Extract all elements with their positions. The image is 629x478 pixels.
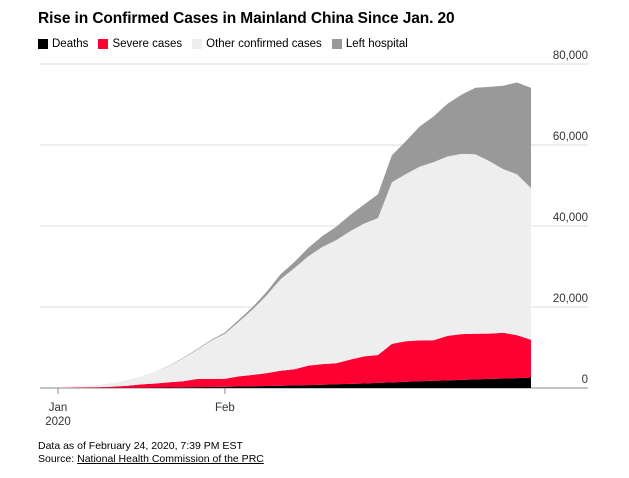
legend-label: Left hospital — [345, 38, 408, 50]
x-tick-sublabel-0: 2020 — [45, 416, 71, 428]
legend-label: Deaths — [52, 38, 89, 50]
legend-swatch — [331, 39, 342, 49]
y-tick-label-2: 40,000 — [553, 212, 588, 224]
series-area-other-confirmed-cases — [58, 153, 531, 388]
series-area-severe-cases — [58, 332, 531, 388]
legend-swatch — [98, 39, 109, 49]
data-note: Data as of February 24, 2020, 7:39 PM ES… — [38, 440, 243, 452]
y-tick-label-3: 60,000 — [553, 131, 588, 143]
y-tick-label-4: 80,000 — [553, 50, 588, 62]
legend-label: Severe cases — [112, 38, 183, 50]
y-tick-label-0: 0 — [582, 374, 588, 386]
source-link[interactable]: National Health Commission of the PRC — [77, 453, 264, 465]
x-tick-label-1: Feb — [215, 402, 235, 414]
x-tick-label-0: Jan — [49, 402, 68, 414]
chart-title: Rise in Confirmed Cases in Mainland Chin… — [38, 10, 455, 27]
legend-item-0: Deaths — [38, 38, 88, 50]
series-area-left-hospital — [58, 82, 531, 387]
series-area-deaths — [58, 377, 531, 388]
source-line: Source: National Health Commission of th… — [38, 453, 264, 465]
legend-item-2: Other confirmed cases — [192, 38, 322, 50]
chart-legend: Deaths Severe cases Other confirmed cases L… — [38, 38, 418, 50]
legend-label: Other confirmed cases — [206, 38, 322, 50]
legend-item-3: Left hospital — [331, 38, 408, 50]
legend-swatch — [192, 39, 203, 49]
source-prefix: Source: — [38, 453, 78, 465]
legend-item-1: Severe cases — [98, 38, 182, 50]
y-tick-label-1: 20,000 — [553, 293, 588, 305]
legend-swatch — [38, 39, 48, 49]
